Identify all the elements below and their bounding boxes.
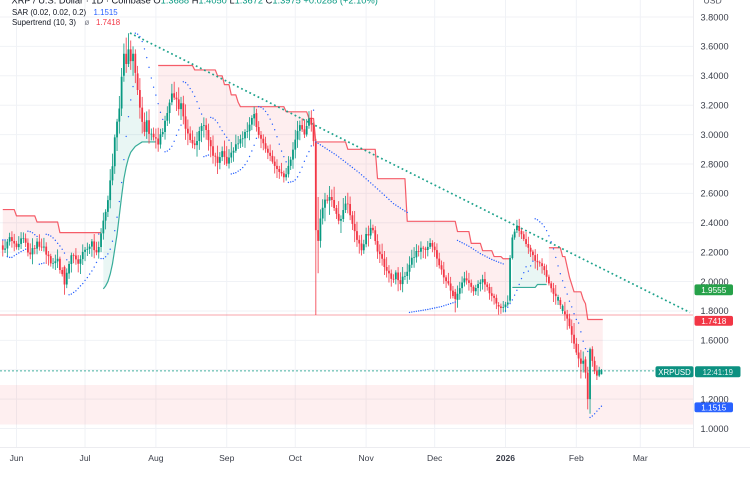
svg-text:3.2000: 3.2000 xyxy=(701,101,729,111)
svg-text:Dec: Dec xyxy=(427,453,443,463)
svg-text:1.0000: 1.0000 xyxy=(701,424,729,434)
svg-text:USD: USD xyxy=(704,0,722,5)
svg-text:1.9555: 1.9555 xyxy=(701,286,726,295)
svg-text:Oct: Oct xyxy=(289,453,303,463)
svg-text:XRP / U.S. Dollar · 1D · Coinb: XRP / U.S. Dollar · 1D · Coinbase O1.368… xyxy=(12,0,378,5)
svg-text:Jul: Jul xyxy=(80,453,91,463)
svg-text:1.6000: 1.6000 xyxy=(701,336,729,346)
svg-text:Mar: Mar xyxy=(633,453,648,463)
svg-text:1.2000: 1.2000 xyxy=(701,394,729,404)
svg-text:1.1515: 1.1515 xyxy=(701,403,726,412)
svg-text:Sep: Sep xyxy=(219,453,235,463)
svg-text:2.0000: 2.0000 xyxy=(701,277,729,287)
svg-text:XRPUSD: XRPUSD xyxy=(658,368,691,377)
svg-text:1.8000: 1.8000 xyxy=(701,306,729,316)
svg-text:Jun: Jun xyxy=(10,453,24,463)
svg-text:2026: 2026 xyxy=(496,453,515,463)
svg-text:2.8000: 2.8000 xyxy=(701,159,729,169)
svg-text:12:41:19: 12:41:19 xyxy=(703,368,733,377)
svg-text:Supertrend (10, 3) ø 1.7418: Supertrend (10, 3) ø 1.7418 xyxy=(12,18,121,27)
svg-text:Feb: Feb xyxy=(569,453,584,463)
svg-text:1.7418: 1.7418 xyxy=(701,317,726,326)
svg-text:Aug: Aug xyxy=(148,453,164,463)
svg-text:2.4000: 2.4000 xyxy=(701,218,729,228)
svg-text:3.4000: 3.4000 xyxy=(701,71,729,81)
svg-text:2.6000: 2.6000 xyxy=(701,189,729,199)
svg-text:3.6000: 3.6000 xyxy=(701,42,729,52)
svg-text:3.8000: 3.8000 xyxy=(701,12,729,22)
svg-text:SAR (0.02, 0.02, 0.2) 1.1515: SAR (0.02, 0.02, 0.2) 1.1515 xyxy=(12,8,118,17)
svg-text:2.2000: 2.2000 xyxy=(701,247,729,257)
svg-text:Nov: Nov xyxy=(358,453,374,463)
svg-text:3.0000: 3.0000 xyxy=(701,130,729,140)
